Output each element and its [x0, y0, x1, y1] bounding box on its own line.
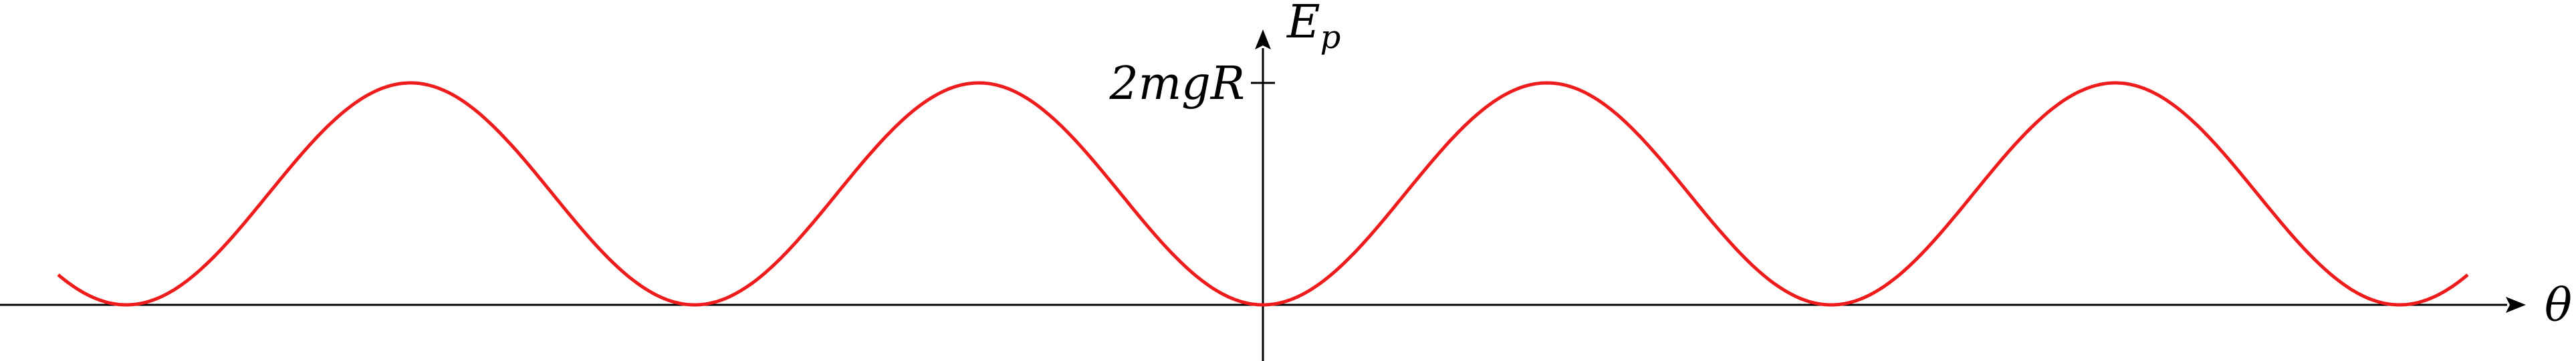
x-axis-label: θ: [2545, 279, 2572, 332]
y-axis-label: Ep: [1286, 0, 1340, 56]
y-axis-arrow-icon: [1255, 29, 1271, 49]
y-axis-label-subscript: p: [1320, 19, 1341, 56]
potential-energy-curve: [57, 81, 2469, 307]
y-tick-label: 2mgR: [1109, 57, 1245, 110]
x-axis-arrow-icon: [2506, 297, 2526, 313]
y-axis-label-main: E: [1286, 0, 1320, 49]
axes: [0, 29, 2526, 361]
